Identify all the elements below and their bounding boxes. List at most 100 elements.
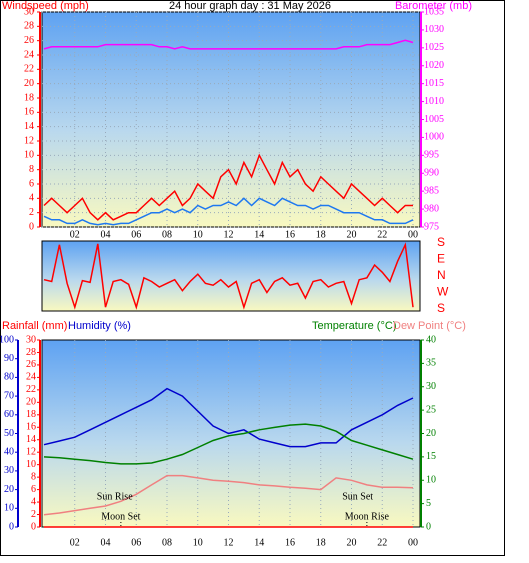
y2-tick-label: 990 bbox=[424, 168, 439, 179]
y3-tick-label: 10 bbox=[4, 503, 14, 514]
y2-tick-label: 15 bbox=[426, 451, 436, 462]
y3-tick-label: 50 bbox=[4, 428, 14, 439]
x-tick-label: 10 bbox=[193, 537, 203, 548]
annotation: Sun Set bbox=[342, 491, 373, 502]
y-tick-label: 14 bbox=[26, 434, 36, 445]
x-tick-label: 04 bbox=[101, 537, 111, 548]
y-tick-label: S bbox=[437, 235, 445, 249]
x-tick-label: 16 bbox=[285, 537, 295, 548]
x-tick-label: 02 bbox=[70, 537, 80, 548]
plot-area bbox=[41, 11, 421, 228]
y-tick-label: 18 bbox=[24, 92, 34, 103]
y3-tick-label: 20 bbox=[4, 484, 14, 495]
x-tick-label: 20 bbox=[347, 537, 357, 548]
y-axis-title: Windspeed (mph) bbox=[2, 0, 89, 12]
y-tick-label: 24 bbox=[24, 49, 34, 60]
y2-tick-label: 35 bbox=[426, 358, 436, 369]
y-tick-label: 2 bbox=[31, 509, 36, 520]
x-tick-label: 14 bbox=[254, 229, 264, 240]
annotation: Sun Rise bbox=[97, 491, 133, 502]
x-tick-label: 06 bbox=[131, 229, 141, 240]
y-tick-label: 28 bbox=[24, 21, 34, 32]
y-tick-label: 0 bbox=[29, 221, 34, 232]
y3-tick-label: 70 bbox=[4, 390, 14, 401]
y-tick-label: S bbox=[437, 301, 445, 315]
x-tick-label: 16 bbox=[285, 229, 295, 240]
y2-tick-label: 20 bbox=[426, 428, 436, 439]
y-tick-label: 22 bbox=[26, 384, 36, 395]
y2-tick-label: 1025 bbox=[424, 42, 444, 53]
y-tick-label: 12 bbox=[26, 446, 36, 457]
y2-tick-label: 1000 bbox=[424, 132, 444, 143]
x-tick-label: 00 bbox=[408, 537, 418, 548]
x-tick-label: 20 bbox=[347, 229, 357, 240]
y-tick-label: N bbox=[437, 268, 446, 282]
x-tick-label: 08 bbox=[162, 229, 172, 240]
y-tick-label: 8 bbox=[31, 471, 36, 482]
y3-tick-label: 60 bbox=[4, 409, 14, 420]
y-tick-label: 4 bbox=[31, 496, 36, 507]
y-tick-label: 10 bbox=[26, 459, 36, 470]
y-tick-label: 8 bbox=[29, 164, 34, 175]
y2-tick-label: 1005 bbox=[424, 114, 444, 125]
y2-tick-label: 25 bbox=[426, 404, 436, 415]
x-tick-label: 22 bbox=[377, 229, 387, 240]
y-tick-label: 28 bbox=[26, 347, 36, 358]
y2-tick-label: 1010 bbox=[424, 96, 444, 107]
y-tick-label: 6 bbox=[31, 484, 36, 495]
y-tick-label: 10 bbox=[24, 150, 34, 161]
x-tick-label: 12 bbox=[224, 229, 234, 240]
y2-tick-label: 995 bbox=[424, 150, 439, 161]
humidity-axis-title: Humidity (%) bbox=[68, 320, 131, 332]
dewpoint-axis-title: Dew Point (°C) bbox=[393, 320, 466, 332]
y2-axis-title: Barometer (mb) bbox=[395, 0, 472, 12]
y3-tick-label: 100 bbox=[0, 334, 14, 345]
annotation: Moon Set bbox=[101, 511, 140, 522]
series-line bbox=[43, 474, 414, 516]
series-line bbox=[43, 423, 414, 465]
x-tick-label: 08 bbox=[162, 537, 172, 548]
y2-tick-label: 40 bbox=[426, 334, 436, 345]
x-tick-label: 00 bbox=[408, 229, 418, 240]
y2-tick-label: 975 bbox=[424, 221, 439, 232]
y-tick-label: 30 bbox=[26, 334, 36, 345]
x-tick-label: 18 bbox=[316, 537, 326, 548]
y2-tick-label: 1020 bbox=[424, 60, 444, 71]
y3-tick-label: 80 bbox=[4, 372, 14, 383]
y-tick-label: E bbox=[437, 252, 445, 266]
series-line bbox=[43, 197, 414, 226]
x-tick-label: 04 bbox=[101, 229, 111, 240]
series-line bbox=[43, 387, 414, 448]
y-tick-label: 24 bbox=[26, 372, 36, 383]
temperature-axis-title: Temperature (°C) bbox=[312, 320, 396, 332]
y-tick-label: W bbox=[437, 285, 449, 299]
chart-title: 24 hour graph day : 31 May 2026 bbox=[169, 0, 331, 12]
y-tick-label: 4 bbox=[29, 193, 34, 204]
x-tick-label: 10 bbox=[193, 229, 203, 240]
y-tick-label: 30 bbox=[24, 6, 34, 17]
y2-tick-label: 10 bbox=[426, 475, 436, 486]
y-tick-label: 12 bbox=[24, 135, 34, 146]
y2-tick-label: 1030 bbox=[424, 24, 444, 35]
y2-tick-label: 0 bbox=[426, 521, 431, 532]
y-tick-label: 16 bbox=[26, 422, 36, 433]
y-tick-label: 0 bbox=[31, 521, 36, 532]
x-tick-label: 14 bbox=[254, 537, 264, 548]
x-tick-label: 12 bbox=[224, 537, 234, 548]
x-tick-label: 06 bbox=[131, 537, 141, 548]
y3-tick-label: 30 bbox=[4, 465, 14, 476]
y2-tick-label: 1015 bbox=[424, 78, 444, 89]
y2-tick-label: 1035 bbox=[424, 6, 444, 17]
series-line bbox=[43, 39, 414, 50]
y2-tick-label: 30 bbox=[426, 381, 436, 392]
y-tick-label: 14 bbox=[24, 121, 34, 132]
series-line bbox=[43, 242, 414, 310]
y-tick-label: 2 bbox=[29, 207, 34, 218]
y-tick-label: 20 bbox=[26, 397, 36, 408]
annotation: Moon Rise bbox=[345, 511, 390, 522]
y-tick-label: 20 bbox=[24, 78, 34, 89]
y3-tick-label: 40 bbox=[4, 446, 14, 457]
x-tick-label: 18 bbox=[316, 229, 326, 240]
y-tick-label: 16 bbox=[24, 107, 34, 118]
y2-tick-label: 985 bbox=[424, 185, 439, 196]
